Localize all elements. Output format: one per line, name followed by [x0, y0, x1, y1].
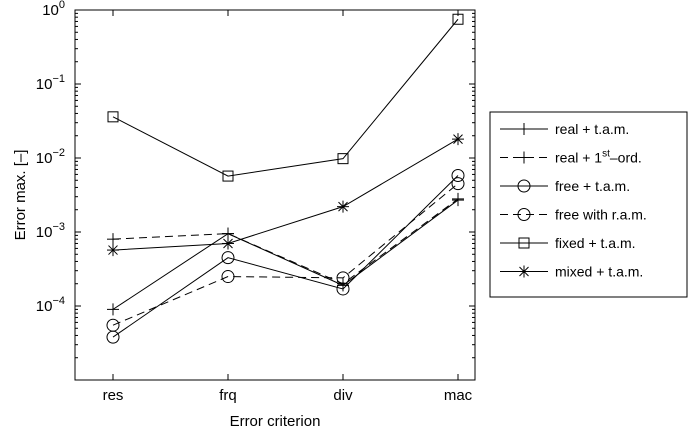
series-line: [112, 18, 459, 177]
circle-marker: [336, 282, 350, 296]
legend-label: real + t.a.m.: [555, 121, 629, 137]
series-4: [107, 13, 464, 182]
marker-stroke: [338, 201, 348, 212]
y-tick-label-exponent: −4: [52, 295, 65, 307]
marker-stroke: [517, 179, 531, 193]
series-line: [112, 199, 459, 310]
plus-marker: [518, 151, 530, 164]
asterisk-marker: [452, 133, 464, 146]
series-line: [112, 198, 459, 285]
y-tick-label: 10−2: [36, 147, 65, 167]
series-1: [107, 192, 464, 290]
circle-marker: [517, 208, 531, 221]
marker-stroke: [451, 169, 465, 183]
plus-marker: [452, 192, 464, 205]
circle-marker: [221, 270, 235, 284]
legend-label: free with r.a.m.: [555, 207, 647, 223]
y-tick-label-exponent: −2: [52, 147, 65, 159]
y-tick-label-exponent: −1: [52, 73, 65, 85]
marker-stroke: [221, 270, 235, 284]
plus-marker: [107, 233, 119, 246]
circle-marker: [106, 318, 120, 332]
circle-marker: [451, 169, 465, 183]
marker-stroke: [223, 238, 233, 249]
circle-marker: [517, 179, 531, 193]
series-5: [107, 133, 464, 257]
y-axis-label: Error max. [–]: [12, 150, 29, 241]
marker-stroke: [221, 251, 235, 265]
legend-entry: real + 1st–ord.: [500, 149, 642, 166]
legend-entry: free with r.a.m.: [500, 207, 647, 223]
marker-stroke: [336, 271, 350, 285]
legend-label-part: real + 1: [555, 150, 602, 166]
y-tick-label-exponent: −3: [52, 221, 65, 233]
legend-entry: real + t.a.m.: [500, 121, 629, 137]
marker-stroke: [517, 208, 531, 221]
series-2: [106, 169, 465, 344]
series-3: [106, 177, 465, 332]
legend-label: mixed + t.a.m.: [555, 264, 643, 280]
marker-stroke: [519, 266, 529, 277]
plot-frame: [74, 9, 476, 381]
legend-label-superscript: st: [602, 149, 610, 160]
y-tick-label-base: 10: [36, 150, 53, 167]
marker-stroke: [107, 111, 119, 123]
square-marker: [452, 13, 464, 25]
marker-stroke: [106, 318, 120, 332]
y-tick-label-base: 10: [36, 224, 53, 241]
y-tick-label: 100: [42, 0, 65, 19]
square-marker: [222, 170, 234, 182]
series-0: [107, 194, 464, 316]
y-tick-label-base: 10: [36, 298, 53, 315]
x-axis-label: Error criterion: [230, 413, 321, 430]
series-line: [112, 175, 459, 338]
square-marker: [518, 237, 530, 249]
asterisk-marker: [518, 265, 530, 278]
asterisk-marker: [337, 200, 349, 213]
x-tick-label: res: [103, 387, 124, 404]
marker-stroke: [337, 153, 349, 165]
marker-stroke: [452, 13, 464, 25]
asterisk-marker: [107, 244, 119, 257]
marker-stroke: [453, 134, 463, 144]
legend-label-part: –ord.: [610, 150, 642, 166]
marker-stroke: [336, 282, 350, 296]
square-marker: [107, 111, 119, 123]
marker-stroke: [222, 170, 234, 182]
circle-marker: [336, 271, 350, 285]
legend-box: [489, 111, 688, 298]
y-tick-label-base: 10: [42, 2, 59, 19]
x-tick-label: mac: [444, 387, 473, 404]
legend-entry: mixed + t.a.m.: [500, 264, 643, 280]
legend-entry: fixed + t.a.m.: [500, 235, 636, 251]
square-marker: [337, 153, 349, 165]
legend-label: real + 1st–ord.: [555, 149, 642, 166]
series-line: [112, 138, 459, 251]
series-line: [112, 183, 459, 326]
y-tick-label-exponent: 0: [59, 0, 65, 11]
y-tick-label: 10−3: [36, 221, 65, 241]
plus-marker: [107, 303, 119, 316]
legend-label: free + t.a.m.: [555, 178, 630, 194]
x-tick-label: frq: [219, 387, 237, 404]
y-tick-label: 10−4: [36, 295, 65, 315]
asterisk-marker: [222, 237, 234, 250]
marker-stroke: [451, 177, 465, 191]
plus-marker: [518, 123, 530, 135]
marker-stroke: [518, 237, 530, 249]
y-tick-label-base: 10: [36, 76, 53, 93]
x-tick-label: div: [333, 387, 353, 404]
circle-marker: [451, 177, 465, 191]
legend-label: fixed + t.a.m.: [555, 235, 636, 251]
marker-stroke: [108, 245, 118, 255]
legend-entry: free + t.a.m.: [500, 178, 630, 194]
y-tick-label: 10−1: [36, 73, 65, 93]
circle-marker: [221, 251, 235, 265]
